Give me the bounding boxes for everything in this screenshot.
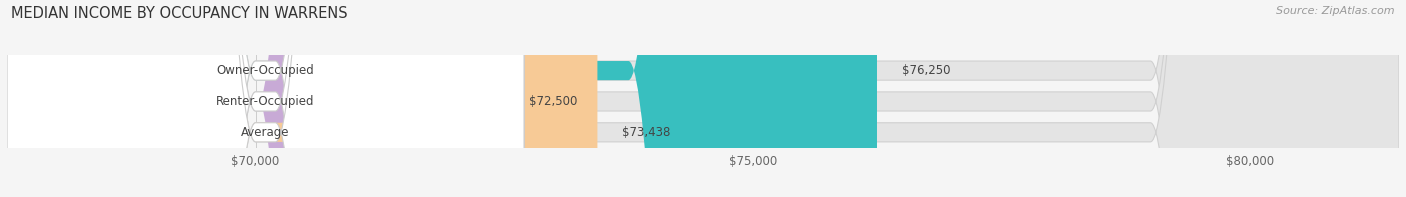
- Text: Renter-Occupied: Renter-Occupied: [217, 95, 315, 108]
- Text: $73,438: $73,438: [623, 126, 671, 139]
- FancyBboxPatch shape: [7, 0, 1399, 197]
- Text: MEDIAN INCOME BY OCCUPANCY IN WARRENS: MEDIAN INCOME BY OCCUPANCY IN WARRENS: [11, 6, 347, 21]
- FancyBboxPatch shape: [7, 0, 524, 197]
- Text: Average: Average: [242, 126, 290, 139]
- Text: Owner-Occupied: Owner-Occupied: [217, 64, 315, 77]
- FancyBboxPatch shape: [7, 0, 1399, 197]
- FancyBboxPatch shape: [7, 0, 877, 197]
- Text: Source: ZipAtlas.com: Source: ZipAtlas.com: [1277, 6, 1395, 16]
- FancyBboxPatch shape: [7, 0, 505, 197]
- FancyBboxPatch shape: [7, 0, 524, 197]
- Text: $72,500: $72,500: [529, 95, 578, 108]
- FancyBboxPatch shape: [7, 0, 1399, 197]
- FancyBboxPatch shape: [7, 0, 598, 197]
- Text: $76,250: $76,250: [901, 64, 950, 77]
- FancyBboxPatch shape: [7, 0, 524, 197]
